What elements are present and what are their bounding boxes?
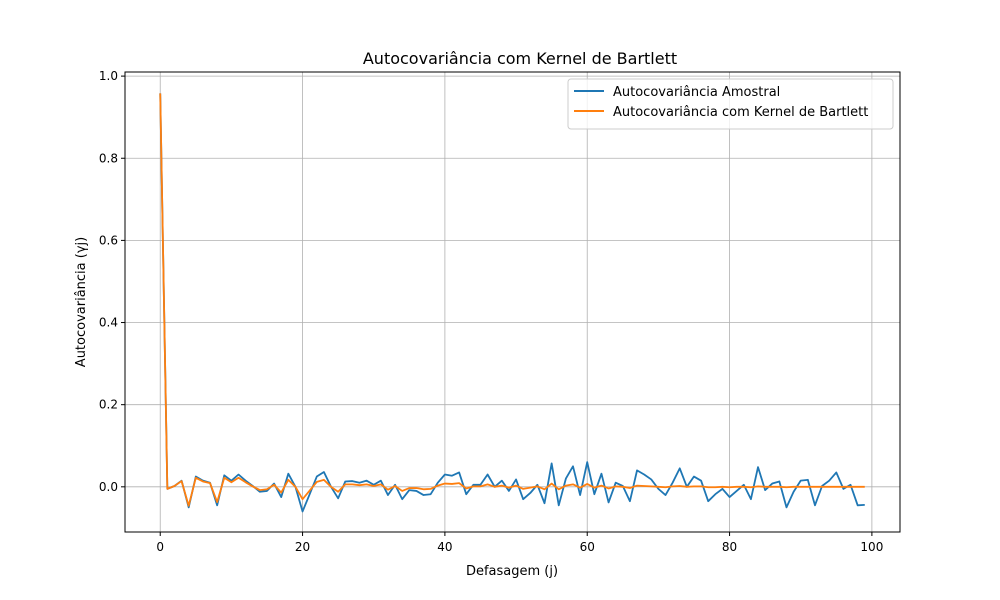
series-layer — [159, 93, 865, 513]
legend-label-amostral: Autocovariância Amostral — [613, 85, 780, 100]
x-tick-label: 60 — [580, 540, 595, 554]
chart-title: Autocovariância com Kernel de Bartlett — [363, 49, 677, 68]
x-tick-label: 40 — [437, 540, 452, 554]
plot-frame — [124, 71, 901, 533]
axis-ticks: 0 20 40 60 80 100 0.0 0.2 0.4 0.6 0.8 1.0 — [99, 69, 883, 554]
y-tick-label: 1.0 — [99, 69, 118, 83]
x-tick-label: 80 — [722, 540, 737, 554]
legend-box — [567, 78, 894, 130]
x-tick-label: 100 — [860, 540, 883, 554]
legend: Autocovariância Amostral Autocovariância… — [567, 78, 894, 130]
x-tick-label: 20 — [295, 540, 310, 554]
x-axis-label: Defasagem (j) — [466, 564, 558, 579]
legend-label-bartlett: Autocovariância com Kernel de Bartlett — [613, 105, 868, 120]
y-tick-label: 0.0 — [99, 480, 118, 494]
y-tick-label: 0.6 — [99, 233, 118, 247]
x-tick-label: 0 — [156, 540, 164, 554]
y-tick-label: 0.8 — [99, 151, 118, 165]
series-line-1 — [159, 93, 865, 507]
y-axis-label: Autocovariância (γj) — [74, 237, 89, 367]
y-tick-label: 0.4 — [99, 316, 118, 330]
series-line-0 — [159, 93, 865, 513]
y-tick-label: 0.2 — [99, 398, 118, 412]
